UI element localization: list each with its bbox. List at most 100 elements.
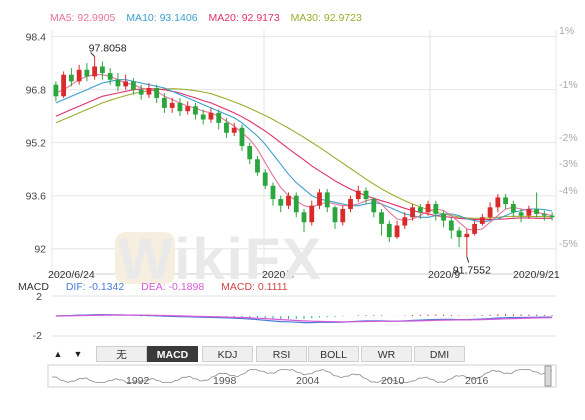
candle-body [92, 66, 98, 77]
candle-body [162, 97, 167, 108]
candle-body [317, 192, 322, 206]
overview-year-label: 1998 [213, 375, 237, 387]
y-tick-label: 98.4 [26, 32, 47, 44]
x-tick-label: 2020/9 [428, 269, 460, 281]
tab-macd[interactable]: MACD [147, 346, 198, 362]
ma20-line [55, 88, 553, 221]
y-tick-label: 95.2 [26, 138, 47, 150]
ma5-line [55, 74, 553, 232]
candle-body [131, 81, 136, 90]
candle-body [255, 159, 260, 173]
candle-body [262, 172, 268, 186]
y-tick-label: 93.6 [26, 191, 47, 203]
candle-body [348, 199, 353, 209]
high-pointer [90, 52, 95, 57]
candle-body [224, 122, 229, 133]
ma10-line [55, 79, 553, 223]
tab-none[interactable]: 无 [96, 346, 147, 362]
candlesticks [53, 56, 555, 257]
nav-up-button[interactable]: ▲ [53, 349, 63, 359]
candle-body [115, 79, 121, 87]
y-tick-label: 96.8 [26, 85, 47, 97]
dea-line [55, 314, 553, 323]
dea-label: DEA: -0.1898 [141, 281, 205, 293]
watermark-text: WikiFX [118, 227, 323, 292]
overview-year-label: 1992 [126, 375, 150, 387]
ma20-label: MA20: 92.9173 [208, 12, 280, 24]
overview-line [51, 369, 553, 383]
candle-body [53, 84, 59, 97]
candle-body [301, 212, 307, 223]
price-annotations: 97.8058 91.7552 [89, 43, 491, 277]
watermark-logo [115, 232, 175, 284]
candle-body [448, 220, 454, 231]
candle-body [464, 233, 470, 238]
candle-body [340, 208, 346, 223]
x-tick-label: 2020/9/21 [513, 269, 560, 281]
x-tick-label: 2020/6/24 [48, 269, 95, 281]
y-right-tick-label: 1% [559, 25, 574, 37]
candle-body [503, 197, 509, 204]
candle-body [76, 69, 82, 82]
candle-body [425, 204, 431, 213]
candle-body [495, 197, 501, 208]
candle-body [123, 81, 129, 87]
y-tick-label: 92 [34, 244, 46, 256]
candle-body [472, 223, 477, 234]
candle-body [371, 199, 377, 213]
candle-body [410, 207, 415, 218]
candle-body [386, 223, 392, 238]
ma-legend: MA5: 92.9905 MA10: 93.1406 MA20: 92.9173… [50, 12, 370, 24]
candle-body [441, 213, 446, 221]
high-annotation: 97.8058 [89, 43, 127, 55]
candle-body [68, 74, 74, 82]
candle-body [394, 225, 400, 238]
x-axis-labels: 2020/6/24 2020/8 2020/9 2020/9/21 [48, 269, 560, 281]
candle-body [185, 106, 191, 112]
candle-body [433, 204, 439, 214]
candle-body [332, 207, 338, 223]
candle-body [208, 112, 214, 120]
tab-rsi[interactable]: RSI [256, 346, 307, 362]
candle-body [379, 212, 384, 224]
ma5-label: MA5: 92.9905 [50, 12, 116, 24]
macd-tick-label: -2 [33, 330, 42, 342]
candle-body [541, 213, 547, 216]
candle-body [193, 106, 198, 115]
y-right-tick-label: -5% [559, 238, 578, 250]
candle-body [309, 205, 315, 223]
candle-body [61, 74, 67, 97]
ma30-line [55, 88, 553, 219]
candle-body [247, 146, 253, 160]
candle-body [402, 217, 408, 226]
candle-body [487, 207, 493, 218]
overview-year-label: 2004 [296, 375, 320, 387]
y-right-tick-label: -4% [559, 185, 578, 197]
candle-body [138, 89, 144, 95]
tab-boll[interactable]: BOLL [308, 346, 359, 362]
candle-body [169, 102, 175, 108]
candle-body [355, 190, 361, 200]
tab-kdj[interactable]: KDJ [202, 346, 253, 362]
candle-body [534, 208, 540, 214]
overview-navigator[interactable]: 1992 1998 2004 2010 2016 [47, 364, 557, 388]
candle-body [200, 114, 206, 120]
y-axis-left: 98.4 96.8 95.2 93.6 92 [26, 32, 47, 256]
x-tick-label: 2020/8 [262, 269, 294, 281]
candle-body [107, 73, 113, 80]
candle-body [526, 208, 532, 216]
overview-year-label: 2010 [381, 375, 405, 387]
macd-value-label: MACD: 0.1111 [221, 281, 288, 293]
candle-body [510, 204, 516, 213]
low-pointer [466, 256, 470, 263]
overview-handle [544, 365, 552, 387]
candle-body [286, 195, 291, 206]
candle-body [239, 127, 245, 146]
ma10-label: MA10: 93.1406 [126, 12, 198, 24]
candle-body [177, 102, 183, 112]
candle-body [456, 230, 462, 238]
candle-body [549, 215, 555, 218]
tab-dmi[interactable]: DMI [414, 346, 465, 362]
nav-down-button[interactable]: ▼ [73, 349, 83, 359]
tab-wr[interactable]: WR [361, 346, 412, 362]
